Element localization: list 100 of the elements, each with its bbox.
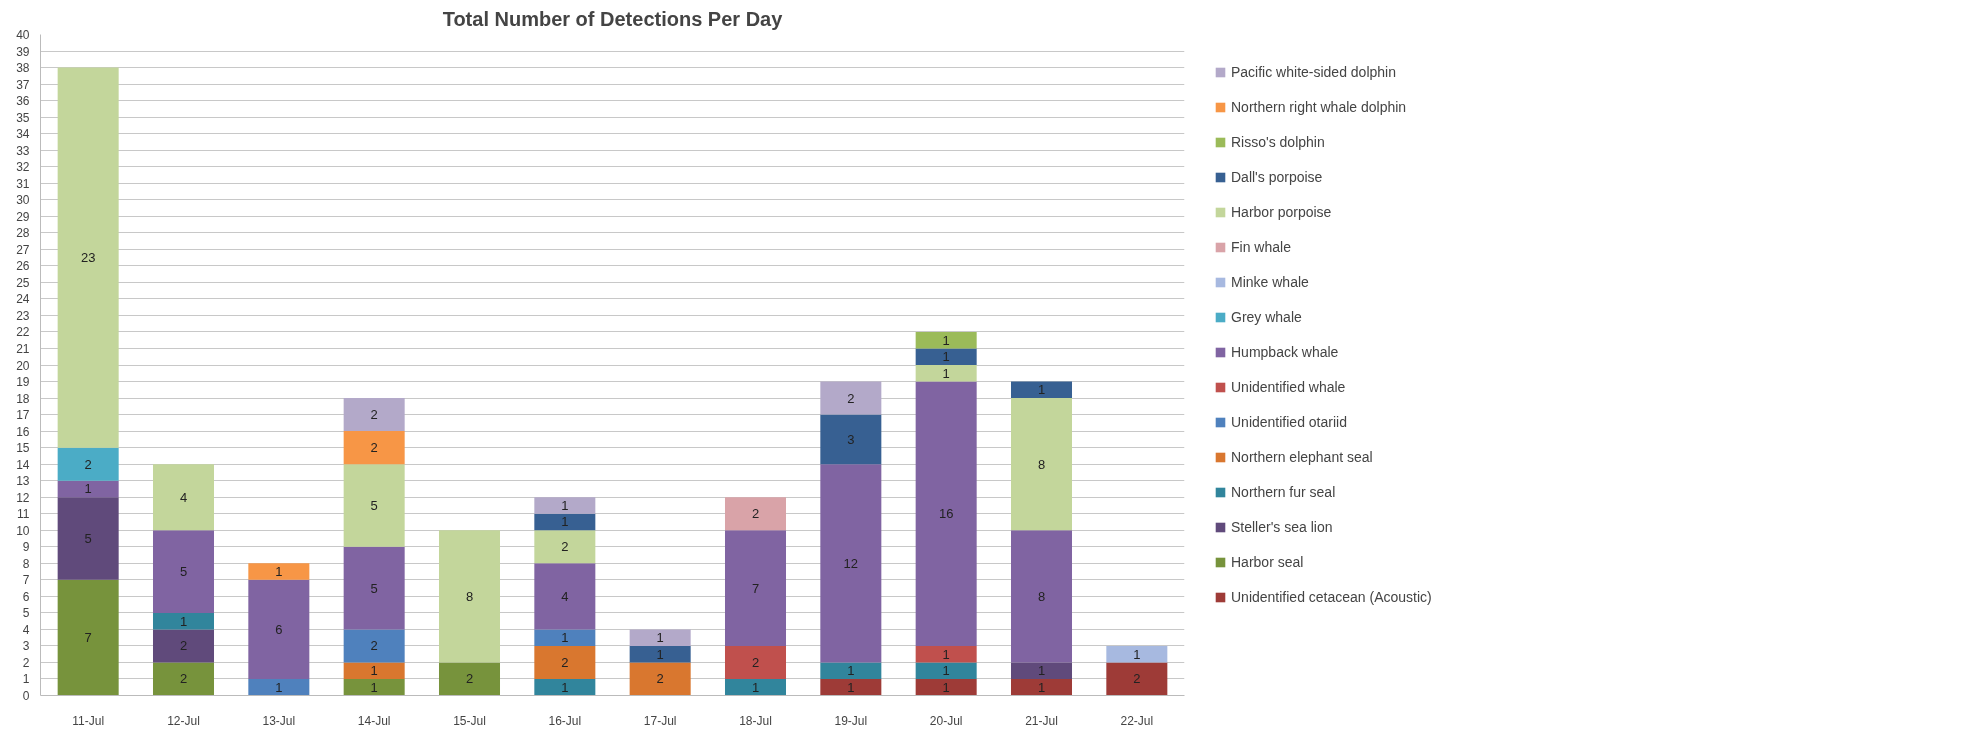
x-tick-label: 22-Jul bbox=[1120, 713, 1154, 728]
y-tick-label: 21 bbox=[16, 341, 30, 356]
y-tick-label: 9 bbox=[22, 540, 30, 555]
y-tick-label: 5 bbox=[22, 606, 30, 621]
y-tick-label: 25 bbox=[16, 275, 30, 290]
x-tick-label: 12-Jul bbox=[167, 713, 200, 728]
bar bbox=[152, 662, 215, 696]
data-label: 16 bbox=[938, 506, 954, 522]
bar bbox=[343, 629, 405, 663]
y-tick-label: 26 bbox=[16, 259, 30, 274]
legend-label: Northern elephant seal bbox=[1231, 449, 1373, 465]
y-tick-label: 14 bbox=[16, 457, 30, 472]
data-label: 1 bbox=[1133, 646, 1141, 662]
data-label: 1 bbox=[656, 646, 664, 662]
y-tick-label: 18 bbox=[16, 391, 30, 406]
bar bbox=[534, 530, 596, 564]
legend-label: Northern right whale dolphin bbox=[1231, 99, 1407, 115]
x-tick-label: 13-Jul bbox=[262, 713, 296, 728]
data-label: 1 bbox=[656, 630, 664, 646]
data-label: 6 bbox=[275, 621, 283, 637]
data-label: 7 bbox=[84, 630, 92, 646]
data-label: 2 bbox=[179, 671, 188, 687]
bar bbox=[152, 629, 215, 663]
data-label: 1 bbox=[942, 646, 950, 662]
data-label: 2 bbox=[370, 440, 378, 456]
bar bbox=[820, 678, 882, 696]
y-tick-label: 24 bbox=[16, 292, 30, 307]
bar bbox=[724, 678, 787, 696]
legend-label: Harbor porpoise bbox=[1231, 204, 1332, 220]
y-tick-label: 7 bbox=[22, 573, 30, 588]
data-label: 1 bbox=[1037, 679, 1046, 695]
bar bbox=[248, 579, 310, 679]
y-tick-label: 20 bbox=[16, 358, 30, 373]
y-tick-label: 0 bbox=[22, 689, 30, 703]
data-label: 1 bbox=[942, 349, 950, 365]
data-label: 1 bbox=[275, 679, 283, 695]
bar bbox=[1010, 381, 1073, 399]
x-tick-label: 15-Jul bbox=[453, 713, 486, 728]
data-label: 12 bbox=[843, 555, 859, 571]
bar bbox=[724, 530, 787, 646]
bar bbox=[57, 579, 119, 696]
bar bbox=[1106, 645, 1168, 663]
y-tick-label: 6 bbox=[22, 589, 30, 604]
bar bbox=[820, 381, 882, 415]
data-label: 5 bbox=[179, 564, 188, 580]
legend-label: Unidentified otariid bbox=[1231, 414, 1347, 430]
legend-label: Humpback whale bbox=[1231, 344, 1339, 360]
data-label: 4 bbox=[179, 489, 188, 505]
y-tick-label: 36 bbox=[16, 94, 30, 109]
y-tick-label: 27 bbox=[16, 242, 30, 257]
data-label: 1 bbox=[1037, 382, 1046, 398]
legend-label: Harbor seal bbox=[1231, 554, 1304, 570]
bar bbox=[438, 530, 501, 663]
chart-title: Total Number of Detections Per Day bbox=[442, 7, 784, 30]
y-tick-label: 11 bbox=[17, 507, 30, 522]
bar bbox=[915, 331, 977, 349]
bar bbox=[534, 563, 596, 630]
legend-label: Dall's porpoise bbox=[1231, 169, 1323, 185]
bar bbox=[1106, 662, 1168, 696]
data-label: 3 bbox=[847, 431, 855, 447]
bar bbox=[915, 365, 977, 382]
legend-label: Fin whale bbox=[1231, 239, 1291, 255]
data-label: 1 bbox=[561, 630, 569, 646]
x-tick-label: 18-Jul bbox=[739, 713, 772, 728]
data-label: 8 bbox=[1037, 456, 1046, 472]
data-label: 2 bbox=[370, 638, 378, 654]
bar bbox=[915, 381, 977, 646]
y-tick-label: 32 bbox=[16, 160, 30, 175]
y-tick-label: 34 bbox=[16, 127, 30, 142]
data-label: 2 bbox=[751, 654, 760, 670]
data-label: 5 bbox=[370, 497, 378, 513]
y-tick-label: 1 bbox=[22, 672, 30, 687]
x-tick-label: 20-Jul bbox=[929, 713, 963, 728]
data-label: 2 bbox=[561, 654, 569, 670]
bar bbox=[152, 530, 215, 613]
bar bbox=[534, 629, 596, 646]
bar bbox=[724, 497, 787, 531]
data-label: 1 bbox=[942, 679, 950, 695]
bar bbox=[915, 662, 977, 679]
data-label: 5 bbox=[370, 580, 378, 596]
data-label: 7 bbox=[751, 580, 760, 596]
bar bbox=[343, 662, 405, 679]
data-label: 2 bbox=[847, 390, 855, 406]
y-tick-label: 4 bbox=[22, 622, 30, 637]
data-label: 23 bbox=[80, 250, 96, 266]
data-label: 2 bbox=[179, 638, 188, 654]
y-tick-label: 33 bbox=[16, 143, 30, 158]
data-label: 1 bbox=[275, 564, 283, 580]
legend-label: Risso's dolphin bbox=[1231, 134, 1325, 150]
data-label: 8 bbox=[1037, 588, 1046, 604]
data-label: 2 bbox=[656, 671, 664, 687]
bar bbox=[1010, 678, 1073, 696]
bar bbox=[629, 645, 691, 663]
y-tick-label: 2 bbox=[22, 655, 30, 670]
bar bbox=[534, 678, 596, 696]
y-tick-label: 22 bbox=[16, 325, 30, 340]
bar bbox=[343, 398, 405, 432]
y-tick-label: 16 bbox=[16, 424, 30, 439]
bar bbox=[57, 447, 119, 481]
data-label: 1 bbox=[942, 365, 950, 381]
